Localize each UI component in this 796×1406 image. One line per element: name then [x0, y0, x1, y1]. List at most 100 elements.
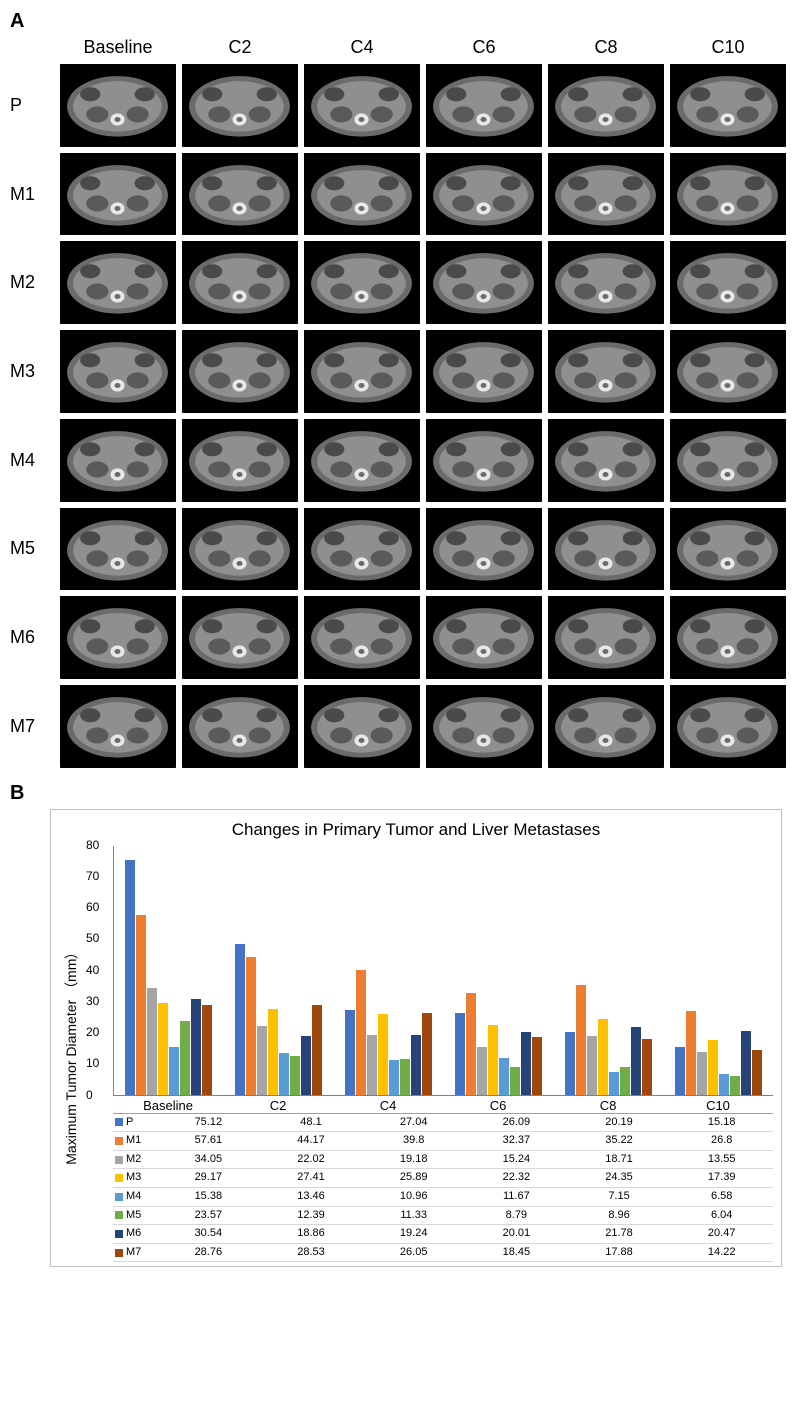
y-tick-label: 70: [86, 869, 99, 883]
bar-P: [455, 1013, 465, 1095]
bar-M7: [642, 1039, 652, 1095]
table-cell: 13.55: [670, 1151, 773, 1169]
ct-scan-image: [60, 685, 176, 768]
table-cell: 25.89: [362, 1169, 465, 1187]
legend-cell: M4: [113, 1188, 157, 1206]
ct-scan-image: [548, 419, 664, 502]
table-row: M728.7628.5326.0518.4517.8814.22: [113, 1244, 773, 1263]
ct-scan-image: [304, 596, 420, 679]
table-cell: 20.01: [465, 1225, 568, 1243]
table-cell: 12.39: [260, 1207, 363, 1225]
ct-row-label: M5: [10, 538, 54, 559]
panel-a-label: A: [10, 10, 786, 33]
legend-swatch: [115, 1174, 123, 1182]
table-cell: 29.17: [157, 1169, 260, 1187]
ct-scan-image: [182, 64, 298, 147]
table-row: M157.6144.1739.832.3735.2226.8: [113, 1132, 773, 1151]
bars-region: [114, 846, 773, 1095]
bar-M5: [290, 1056, 300, 1095]
ct-scan-image: [304, 241, 420, 324]
ct-scan-image: [60, 64, 176, 147]
table-cell: 11.67: [465, 1188, 568, 1206]
ct-scan-grid: BaselineC2C4C6C8C10PM1M2M3M4M5M6M7: [10, 37, 786, 768]
bar-M2: [697, 1052, 707, 1094]
y-tick-label: 80: [86, 838, 99, 852]
ct-scan-image: [548, 153, 664, 236]
legend-label: M3: [126, 1169, 141, 1187]
table-cell: 48.1: [260, 1114, 363, 1132]
legend-label: M1: [126, 1132, 141, 1150]
bar-M4: [499, 1058, 509, 1094]
ct-scan-image: [182, 241, 298, 324]
legend-label: M4: [126, 1188, 141, 1206]
ct-scan-image: [426, 330, 542, 413]
legend-cell: M6: [113, 1225, 157, 1243]
legend-cell: M1: [113, 1132, 157, 1150]
bar-M2: [477, 1047, 487, 1095]
table-cell: 19.24: [362, 1225, 465, 1243]
table-cell: 10.96: [362, 1188, 465, 1206]
y-tick-label: 60: [86, 900, 99, 914]
legend-label: M6: [126, 1225, 141, 1243]
ct-scan-image: [426, 508, 542, 591]
bar-group: [553, 846, 663, 1095]
table-cell: 35.22: [568, 1132, 671, 1150]
ct-scan-image: [182, 685, 298, 768]
ct-row-label: M7: [10, 716, 54, 737]
ct-scan-image: [670, 419, 786, 502]
ct-scan-image: [426, 64, 542, 147]
y-tick-label: 10: [86, 1056, 99, 1070]
y-tick-label: 20: [86, 1025, 99, 1039]
ct-scan-image: [426, 596, 542, 679]
bar-M3: [598, 1019, 608, 1095]
table-cell: 15.24: [465, 1151, 568, 1169]
bar-M3: [708, 1040, 718, 1094]
bar-M6: [301, 1036, 311, 1095]
bar-M2: [147, 988, 157, 1094]
table-row: P75.1248.127.0426.0920.1915.18: [113, 1114, 773, 1133]
legend-label: M7: [126, 1244, 141, 1262]
bar-M4: [169, 1047, 179, 1095]
ct-scan-image: [670, 153, 786, 236]
bar-M1: [356, 970, 366, 1094]
table-cell: 44.17: [260, 1132, 363, 1150]
bar-M4: [609, 1072, 619, 1094]
legend-label: M2: [126, 1151, 141, 1169]
bar-M7: [752, 1050, 762, 1094]
x-axis-labels: BaselineC2C4C6C8C10: [113, 1096, 773, 1113]
bar-group: [334, 846, 444, 1095]
bar-M6: [411, 1035, 421, 1095]
bar-M6: [631, 1027, 641, 1095]
table-cell: 75.12: [157, 1114, 260, 1132]
bar-M5: [510, 1067, 520, 1094]
bar-M3: [488, 1025, 498, 1095]
ct-scan-image: [304, 330, 420, 413]
bar-group: [114, 846, 224, 1095]
table-cell: 18.86: [260, 1225, 363, 1243]
table-cell: 15.18: [670, 1114, 773, 1132]
legend-swatch: [115, 1249, 123, 1257]
bar-M7: [532, 1037, 542, 1095]
bar-M1: [576, 985, 586, 1095]
ct-scan-image: [182, 153, 298, 236]
bar-group: [224, 846, 334, 1095]
bar-M5: [620, 1067, 630, 1095]
bar-M7: [312, 1005, 322, 1094]
ct-scan-image: [670, 685, 786, 768]
table-cell: 21.78: [568, 1225, 671, 1243]
table-cell: 6.04: [670, 1207, 773, 1225]
bar-M4: [279, 1053, 289, 1095]
y-axis-label: Maximum Tumor Diameter （mm）: [59, 846, 83, 1263]
table-cell: 8.96: [568, 1207, 671, 1225]
y-tick-label: 50: [86, 931, 99, 945]
ct-scan-image: [304, 419, 420, 502]
bar-M2: [367, 1035, 377, 1095]
ct-scan-image: [548, 241, 664, 324]
ct-scan-image: [182, 330, 298, 413]
legend-swatch: [115, 1118, 123, 1126]
bar-P: [565, 1032, 575, 1095]
table-cell: 18.45: [465, 1244, 568, 1262]
ct-row-label: P: [10, 95, 54, 116]
y-tick-label: 40: [86, 963, 99, 977]
ct-scan-image: [670, 241, 786, 324]
